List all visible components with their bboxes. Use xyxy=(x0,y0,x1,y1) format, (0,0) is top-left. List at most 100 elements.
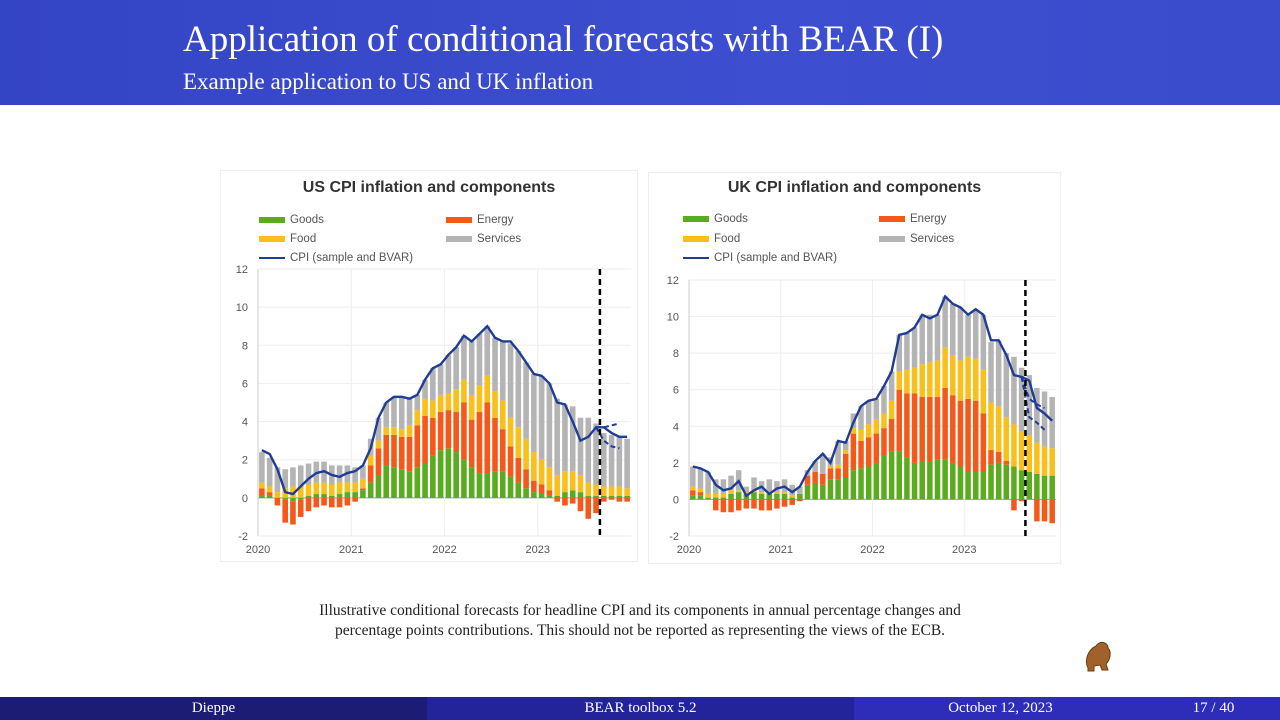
bar-goods xyxy=(305,495,312,498)
bar-services xyxy=(705,472,711,494)
bar-food xyxy=(437,394,444,413)
bar-services xyxy=(1034,387,1040,443)
bar-services xyxy=(499,341,506,401)
bar-goods xyxy=(585,495,592,498)
bar-energy xyxy=(305,497,312,512)
bar-energy xyxy=(827,468,834,480)
bar-food xyxy=(735,490,742,493)
bar-energy xyxy=(690,490,696,496)
bar-goods xyxy=(865,466,872,500)
slide-subtitle: Example application to US and UK inflati… xyxy=(183,69,594,94)
slide-header: Application of conditional forecasts wit… xyxy=(0,0,1280,105)
caption-line-1: Illustrative conditional forecasts for h… xyxy=(319,602,961,619)
bar-services xyxy=(919,314,925,365)
bar-goods xyxy=(422,463,428,498)
bar-energy xyxy=(352,497,358,502)
bar-energy xyxy=(282,499,288,523)
bar-goods xyxy=(282,497,288,500)
bar-food xyxy=(531,452,537,481)
bar-energy xyxy=(523,469,529,489)
bar-energy xyxy=(980,413,987,472)
bar-energy xyxy=(608,497,615,500)
bar-food xyxy=(858,429,864,441)
bar-goods xyxy=(329,495,335,498)
bar-goods xyxy=(367,482,374,498)
bar-energy xyxy=(842,453,849,478)
y-tick-label: -2 xyxy=(238,531,248,543)
bar-services xyxy=(352,467,358,483)
bar-food xyxy=(290,486,296,498)
bar-food xyxy=(1034,442,1040,474)
bar-energy xyxy=(988,450,994,465)
bar-services xyxy=(797,486,803,494)
y-tick-label: 12 xyxy=(667,275,679,287)
y-tick-label: 12 xyxy=(236,264,248,276)
bar-food xyxy=(577,474,584,493)
bar-food xyxy=(569,471,576,491)
bar-energy xyxy=(515,457,522,483)
bar-services xyxy=(360,465,366,479)
bar-services xyxy=(927,314,933,363)
bar-goods xyxy=(406,471,413,498)
bar-food xyxy=(391,427,397,435)
bar-food xyxy=(585,482,592,496)
bar-goods xyxy=(842,477,849,500)
bar-food xyxy=(1011,424,1017,467)
bar-food xyxy=(1018,431,1025,471)
bar-goods xyxy=(468,467,475,498)
bar-food xyxy=(690,486,696,491)
bar-goods xyxy=(259,495,265,498)
y-tick-label: 2 xyxy=(242,455,248,467)
bar-goods xyxy=(927,461,933,500)
bar-food xyxy=(414,410,421,426)
bar-services xyxy=(1011,356,1017,425)
bar-services xyxy=(515,351,522,428)
bar-energy xyxy=(538,484,545,495)
bar-services xyxy=(904,333,910,370)
bar-food xyxy=(1026,435,1032,472)
legend-energy: Energy xyxy=(879,213,946,225)
bar-energy xyxy=(720,499,727,513)
bar-food xyxy=(942,347,948,388)
bar-goods xyxy=(515,482,522,498)
bar-services xyxy=(569,406,576,472)
forecast-band-line xyxy=(1020,376,1045,409)
y-tick-label: 10 xyxy=(236,302,248,314)
bar-food xyxy=(850,428,857,434)
legend-food: Food xyxy=(259,233,316,245)
bar-goods xyxy=(1026,472,1032,500)
bar-goods xyxy=(1003,464,1010,500)
y-tick-label: 6 xyxy=(673,385,679,397)
bar-services xyxy=(789,484,795,496)
bar-goods xyxy=(804,484,811,500)
bar-food xyxy=(624,488,630,496)
x-tick-label: 2021 xyxy=(339,544,363,556)
bar-energy xyxy=(751,499,757,509)
x-tick-label: 2020 xyxy=(677,544,701,556)
bar-food xyxy=(881,413,887,429)
bar-energy xyxy=(728,499,734,513)
bar-goods xyxy=(352,492,358,498)
bar-food xyxy=(697,488,704,493)
bar-services xyxy=(697,468,704,489)
bar-services xyxy=(988,342,994,403)
bar-goods xyxy=(391,467,397,498)
bar-goods xyxy=(531,492,537,498)
bar-goods xyxy=(430,455,436,498)
bar-food xyxy=(554,474,560,496)
bar-energy xyxy=(972,400,979,472)
cpi-line xyxy=(261,324,628,496)
bar-energy xyxy=(911,393,918,463)
bar-goods xyxy=(562,492,568,498)
bar-energy xyxy=(453,412,459,453)
bar-services xyxy=(531,373,537,453)
bar-services xyxy=(624,438,630,489)
forecast-band-line xyxy=(596,422,620,429)
bar-services xyxy=(538,375,545,460)
bar-food xyxy=(375,440,382,449)
bar-goods xyxy=(988,464,994,500)
bar-services xyxy=(957,307,964,361)
bar-food xyxy=(468,394,475,420)
bar-goods xyxy=(820,484,826,500)
bar-food xyxy=(919,364,925,398)
